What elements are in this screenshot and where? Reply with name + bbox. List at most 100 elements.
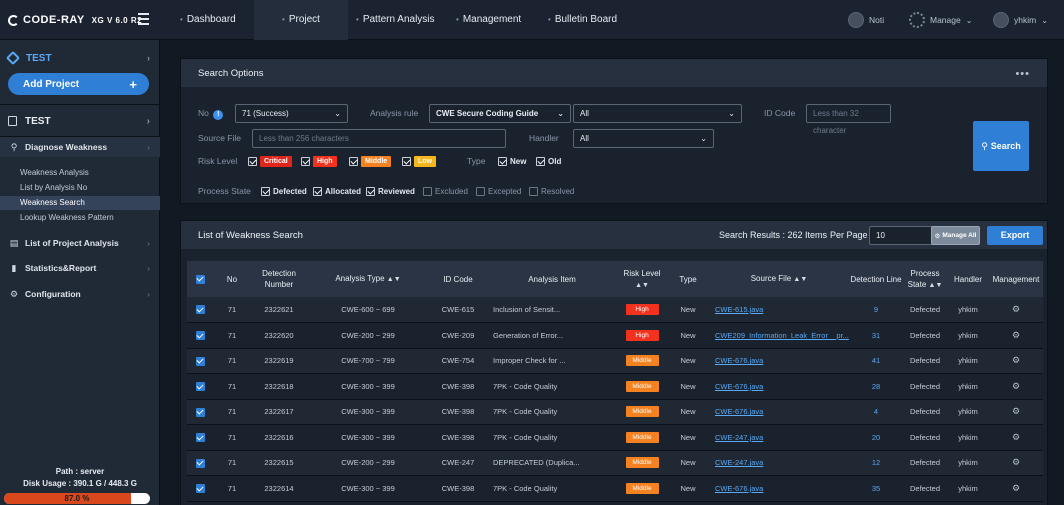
- doc-icon: ▤: [9, 238, 19, 248]
- gear-icon: ⚙: [934, 232, 941, 240]
- cell-detection-line-link[interactable]: 20: [849, 424, 903, 451]
- no-select[interactable]: 71 (Success) ⌄: [235, 104, 348, 123]
- cell-source-file-link[interactable]: CWE-676.java: [709, 348, 849, 374]
- table-row[interactable]: 71 2322617 CWE-300 ~ 399 CWE-398 7PK - Code …: [187, 399, 1043, 425]
- cell-source-file-link[interactable]: CWE-247.java: [709, 424, 849, 451]
- menu-list-of-project-analysis[interactable]: ▤ List of Project Analysis ›: [9, 238, 150, 248]
- risk-critical-checkbox[interactable]: Critical: [248, 156, 292, 167]
- export-button[interactable]: Export: [987, 226, 1043, 245]
- project-selector[interactable]: TEST ›: [0, 44, 160, 72]
- table-row[interactable]: 71 2322614 CWE-300 ~ 399 CWE-398 7PK - Code …: [187, 475, 1043, 502]
- chevron-right-icon: ›: [147, 263, 150, 273]
- handler-select[interactable]: All ⌄: [573, 129, 714, 148]
- manage-row-button[interactable]: ⚙: [989, 373, 1043, 400]
- analysis-rule-sub-select[interactable]: All ⌄: [573, 104, 742, 123]
- manage-row-button[interactable]: ⚙: [989, 348, 1043, 374]
- nav-bulletin-board[interactable]: • Bulletin Board: [548, 14, 618, 25]
- row-checkbox[interactable]: [187, 450, 213, 476]
- col-analysis-type[interactable]: Analysis Type ▲▼: [307, 261, 429, 297]
- cell-detection-line-link[interactable]: 35: [849, 475, 903, 502]
- state-resolved-checkbox[interactable]: Resolved: [529, 187, 574, 196]
- menu-configuration[interactable]: ⚙ Configuration ›: [9, 289, 150, 299]
- cell-analysis-type: CWE-300 ~ 399: [307, 475, 429, 502]
- id-code-input[interactable]: Less than 32 character: [806, 104, 891, 135]
- type-old-checkbox[interactable]: Old: [536, 157, 561, 166]
- nav-dashboard[interactable]: • Dashboard: [180, 14, 236, 25]
- manage-row-button[interactable]: ⚙: [989, 450, 1043, 476]
- submenu-weakness-search[interactable]: Weakness Search: [0, 196, 160, 210]
- col-process-state[interactable]: Process State ▲▼: [903, 261, 947, 297]
- cell-process-state: Defected: [903, 424, 947, 451]
- row-checkbox[interactable]: [187, 322, 213, 349]
- table-row[interactable]: 71 2322620 CWE-200 ~ 299 CWE-209 Generation …: [187, 322, 1043, 349]
- info-icon[interactable]: !: [213, 110, 224, 120]
- col-source-file[interactable]: Source File ▲▼: [709, 261, 849, 297]
- table-row[interactable]: 71 2322621 CWE-600 ~ 699 CWE-615 Inclusion o…: [187, 297, 1043, 323]
- user-menu[interactable]: yhkim ⌄: [993, 0, 1048, 40]
- select-all-checkbox[interactable]: [187, 261, 213, 297]
- cell-source-file-link[interactable]: CWE-676.java: [709, 399, 849, 425]
- manage-row-button[interactable]: ⚙: [989, 297, 1043, 323]
- menu-statistics-report[interactable]: ▮ Statistics&Report ›: [0, 258, 160, 278]
- table-row[interactable]: 71 2322616 CWE-300 ~ 399 CWE-398 7PK - Code …: [187, 424, 1043, 451]
- table-row[interactable]: 71 2322619 CWE-700 ~ 799 CWE-754 Improper Ch…: [187, 348, 1043, 374]
- submenu-list-by-analysis-no[interactable]: List by Analysis No: [20, 183, 88, 192]
- cell-source-file-link[interactable]: CWE-247.java: [709, 450, 849, 476]
- cell-detection-line-link[interactable]: 9: [849, 297, 903, 323]
- app-logo[interactable]: CODE-RAY XG V 6.0 R2: [8, 12, 142, 28]
- nav-project[interactable]: • Project: [254, 0, 348, 40]
- cell-detection-line-link[interactable]: 41: [849, 348, 903, 374]
- manage-row-button[interactable]: ⚙: [989, 424, 1043, 451]
- hamburger-menu-icon[interactable]: [138, 13, 149, 25]
- manage-row-button[interactable]: ⚙: [989, 399, 1043, 425]
- cell-source-file-link[interactable]: CWE209_Information_Leak_Error__pr...: [709, 322, 849, 349]
- add-project-button[interactable]: Add Project +: [8, 73, 149, 95]
- analysis-rule-select[interactable]: CWE Secure Coding Guide ⌄: [429, 104, 571, 123]
- state-reviewed-checkbox[interactable]: Reviewed: [366, 187, 415, 196]
- gear-icon: [909, 12, 925, 28]
- search-button[interactable]: ⚲ Search: [973, 121, 1029, 171]
- state-allocated-checkbox[interactable]: Allocated: [313, 187, 361, 196]
- project-section-header[interactable]: TEST ›: [0, 110, 160, 132]
- document-icon: [8, 116, 17, 126]
- state-excluded-checkbox[interactable]: Excluded: [423, 187, 468, 196]
- submenu-weakness-analysis[interactable]: Weakness Analysis: [20, 168, 89, 177]
- nav-pattern-analysis[interactable]: • Pattern Analysis: [356, 14, 435, 25]
- row-checkbox[interactable]: [187, 297, 213, 323]
- row-checkbox[interactable]: [187, 373, 213, 400]
- state-excepted-checkbox[interactable]: Excepted: [476, 187, 521, 196]
- logo-text: CODE-RAY: [23, 14, 85, 26]
- row-checkbox[interactable]: [187, 424, 213, 451]
- menu-diagnose-weakness[interactable]: ⚲ Diagnose Weakness ›: [0, 137, 160, 157]
- type-new-checkbox[interactable]: New: [498, 157, 526, 166]
- table-row[interactable]: 71 2322615 CWE-200 ~ 299 CWE-247 DEPRECATED …: [187, 450, 1043, 476]
- cell-detection-line-link[interactable]: 4: [849, 399, 903, 425]
- row-checkbox[interactable]: [187, 348, 213, 374]
- row-checkbox[interactable]: [187, 399, 213, 425]
- manage-row-button[interactable]: ⚙: [989, 322, 1043, 349]
- more-options-icon[interactable]: •••: [1015, 68, 1030, 80]
- manage-all-button[interactable]: ⚙ Manage All: [931, 226, 980, 245]
- cell-source-file-link[interactable]: CWE-615.java: [709, 297, 849, 323]
- submenu-lookup-weakness-pattern[interactable]: Lookup Weakness Pattern: [20, 213, 114, 222]
- manage-row-button[interactable]: ⚙: [989, 475, 1043, 502]
- row-checkbox[interactable]: [187, 475, 213, 502]
- cell-source-file-link[interactable]: CWE-676.java: [709, 373, 849, 400]
- cell-process-state: Defected: [903, 322, 947, 349]
- gear-icon: ⚙: [1011, 431, 1021, 442]
- search-icon: ⚲: [981, 140, 988, 151]
- state-defected-checkbox[interactable]: Defected: [261, 187, 307, 196]
- source-file-input[interactable]: Less than 256 characters: [252, 129, 506, 148]
- risk-high-checkbox[interactable]: High: [301, 156, 337, 167]
- nav-management[interactable]: • Management: [456, 14, 522, 25]
- manage-menu[interactable]: Manage ⌄: [909, 0, 972, 40]
- cell-detection-line-link[interactable]: 28: [849, 373, 903, 400]
- cell-source-file-link[interactable]: CWE-676.java: [709, 475, 849, 502]
- table-row[interactable]: 71 2322618 CWE-300 ~ 399 CWE-398 7PK - Code …: [187, 373, 1043, 400]
- cell-detection-line-link[interactable]: 12: [849, 450, 903, 476]
- risk-low-checkbox[interactable]: Low: [402, 156, 436, 167]
- risk-middle-checkbox[interactable]: Middle: [349, 156, 392, 167]
- cell-detection-line-link[interactable]: 31: [849, 322, 903, 349]
- col-risk-level[interactable]: Risk Level ▲▼: [617, 261, 667, 297]
- noti-button[interactable]: Noti: [848, 0, 884, 40]
